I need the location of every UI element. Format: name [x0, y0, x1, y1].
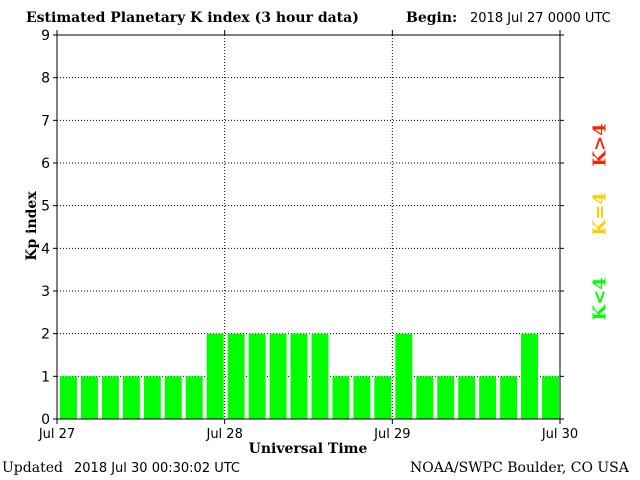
begin-value: 2018 Jul 27 0000 UTC [470, 11, 611, 26]
bars [60, 333, 559, 419]
kp-bar [185, 376, 203, 419]
legend-k-equal-4: K=4 [589, 192, 611, 236]
updated-value: 2018 Jul 30 00:30:02 UTC [74, 461, 240, 476]
source-credit: NOAA/SWPC Boulder, CO USA [410, 460, 629, 476]
kp-bar [395, 333, 413, 419]
y-tick-label: 8 [41, 71, 50, 87]
legend-k-below-4: K<4 [589, 277, 611, 321]
kp-bar [479, 376, 497, 419]
kp-bar [353, 376, 371, 419]
kp-bar [311, 333, 329, 419]
kp-bar [206, 333, 224, 419]
kp-bar [143, 376, 161, 419]
kp-bar [248, 333, 266, 419]
kp-bar [101, 376, 119, 419]
x-tick-label: Jul 27 [38, 427, 75, 442]
plot-frame [56, 34, 561, 420]
kp-bar [227, 333, 245, 419]
chart-title: Estimated Planetary K index (3 hour data… [26, 10, 359, 26]
x-tick-label: Jul 29 [373, 427, 410, 442]
kp-bar [122, 376, 140, 419]
y-tick-label: 0 [41, 412, 50, 428]
y-tick-label: 7 [41, 113, 50, 129]
y-tick-label: 1 [41, 369, 50, 385]
y-tick-label: 3 [41, 284, 50, 300]
y-tick-label: 6 [41, 156, 50, 172]
kp-bar [458, 376, 476, 419]
axis-ticks: 0 1 2 3 4 5 6 7 8 9 Jul 27 Jul 28 Jul 29 Jul 30 [38, 28, 578, 442]
updated-label: Updated [2, 460, 63, 476]
begin-label: Begin: [406, 10, 458, 26]
kp-bar [374, 376, 392, 419]
x-tick-label: Jul 28 [205, 427, 242, 442]
kp-bar [500, 376, 518, 419]
kp-bar [332, 376, 350, 419]
kp-bar [269, 333, 287, 419]
x-axis-label: Universal Time [249, 441, 368, 457]
x-tick-label: Jul 30 [541, 427, 578, 442]
grid-lines [57, 35, 560, 419]
y-tick-label: 2 [41, 327, 50, 343]
legend-k-above-4: K>4 [589, 123, 611, 167]
y-tick-label: 5 [41, 199, 50, 215]
kp-bar [164, 376, 182, 419]
kp-bar [521, 333, 539, 419]
kp-bar [60, 376, 77, 419]
kp-bar [437, 376, 455, 419]
y-tick-label: 9 [41, 28, 50, 44]
kp-bar [80, 376, 98, 419]
kp-bar [542, 376, 559, 419]
kp-bar [290, 333, 308, 419]
kp-bar [416, 376, 434, 419]
y-tick-label: 4 [41, 241, 50, 257]
